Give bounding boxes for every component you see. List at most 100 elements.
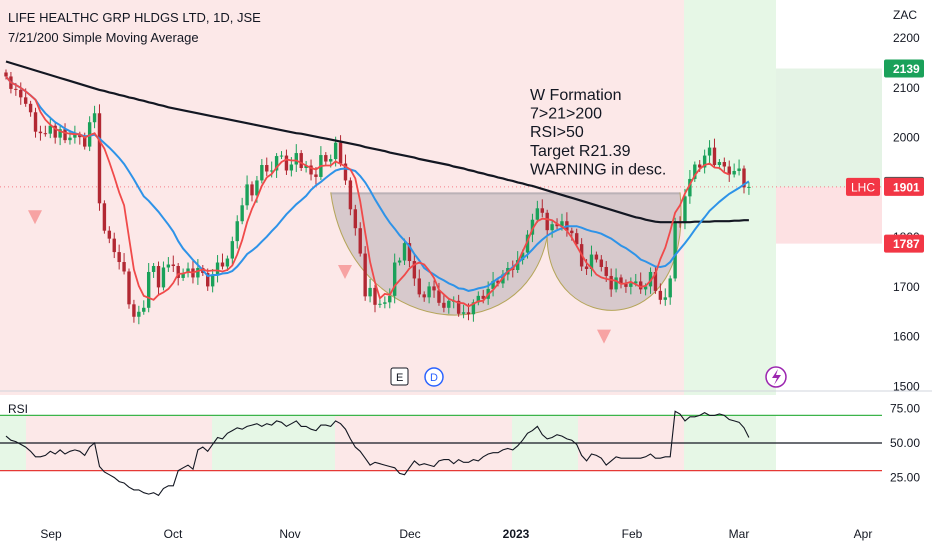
dividend-marker-label: D: [430, 372, 438, 384]
candle-body: [560, 221, 564, 227]
x-axis-label: Nov: [279, 527, 300, 541]
candle-body: [28, 103, 33, 113]
candle-body: [447, 300, 451, 308]
bullish-zone-bg: [684, 0, 776, 395]
candle-body: [392, 262, 397, 296]
candle-body: [274, 156, 279, 171]
candle-body: [599, 259, 604, 267]
candle-body: [707, 147, 712, 156]
price-tick-label: 1600: [893, 330, 920, 344]
candle-body: [466, 312, 471, 315]
candle-body: [634, 281, 638, 284]
candle-body: [284, 155, 289, 171]
candle-body: [171, 264, 175, 267]
candle-body: [456, 300, 461, 314]
candle-body: [535, 208, 540, 220]
neckline: [330, 192, 681, 195]
candle-body: [196, 267, 200, 278]
candle-body: [215, 262, 220, 275]
candle-body: [240, 205, 244, 222]
candle-body: [53, 125, 57, 138]
candle-body: [688, 178, 692, 197]
price-tick-label: 2100: [893, 81, 920, 95]
candle-body: [742, 168, 746, 188]
candle-body: [117, 252, 121, 263]
candle-body: [442, 302, 446, 308]
candle-body: [693, 164, 697, 179]
candle-body: [206, 272, 210, 287]
price-badge: [884, 59, 924, 78]
candles: [4, 69, 751, 325]
candle-body: [589, 254, 594, 269]
annotation-line: W Formation: [530, 87, 622, 104]
candle-body: [245, 184, 249, 206]
candle-body: [402, 243, 407, 261]
price-badge-label: 1787: [893, 237, 920, 251]
candle-body: [378, 303, 382, 305]
candle-body: [624, 283, 628, 287]
chart-title: LIFE HEALTHC GRP HLDGS LTD, 1D, JSE: [8, 10, 261, 25]
candle-body: [122, 262, 126, 272]
candle-body: [146, 271, 151, 308]
candle-body: [230, 241, 235, 259]
x-axis-label: Feb: [622, 527, 643, 541]
price-badge-label: 1901: [893, 180, 920, 194]
candle-body: [555, 224, 559, 227]
candle-body: [737, 168, 741, 171]
candle-body: [151, 266, 156, 272]
x-axis-label: 2023: [503, 527, 530, 541]
candle-body: [210, 274, 215, 287]
candle-body: [373, 287, 377, 305]
candle-body: [663, 297, 667, 300]
candle-body: [309, 165, 313, 175]
symbol-tag: [846, 177, 880, 196]
annotation-line: 7>21>200: [530, 106, 602, 123]
sell-signal-marker: [28, 210, 42, 225]
candle-body: [166, 264, 171, 268]
candle-body: [722, 162, 727, 167]
candle-body: [329, 159, 333, 162]
candle-body: [648, 271, 653, 287]
candle-body: [530, 219, 535, 235]
candle-body: [481, 295, 485, 299]
candle-body: [73, 134, 77, 138]
candle-body: [727, 166, 731, 175]
candle-body: [412, 261, 417, 279]
rsi-tick-label: 75.00: [890, 402, 920, 416]
price-tick-label: 1700: [893, 280, 920, 294]
candle-body: [570, 230, 574, 234]
candle-body: [102, 203, 107, 231]
candle-body: [575, 233, 579, 245]
w-left-curve: [330, 192, 548, 316]
candle-body: [48, 125, 52, 134]
price-badge: [884, 177, 924, 196]
candle-body: [78, 134, 82, 138]
candle-body: [515, 260, 520, 270]
candle-body: [397, 260, 402, 263]
candle-body: [127, 271, 131, 305]
candle-body: [161, 267, 166, 288]
x-axis-label: Oct: [164, 527, 183, 541]
candle-body: [112, 238, 116, 253]
sell-signal-marker: [597, 329, 611, 344]
candle-body: [520, 252, 525, 261]
candle-body: [525, 234, 530, 253]
candle-body: [4, 72, 8, 77]
candle-body: [294, 153, 298, 165]
candle-body: [14, 88, 18, 90]
candle-body: [437, 290, 441, 303]
candle-body: [683, 196, 687, 224]
stop-zone: [776, 186, 882, 244]
candle-body: [358, 228, 362, 254]
candle-body: [137, 311, 141, 317]
candle-body: [653, 271, 658, 291]
price-badge-label: 2139: [893, 62, 920, 76]
candle-body: [491, 280, 495, 289]
annotation-line: Target R21.39: [530, 143, 631, 160]
candle-body: [594, 254, 599, 260]
candle-body: [19, 89, 23, 98]
candle-body: [220, 262, 225, 267]
candle-body: [388, 295, 392, 303]
candle-body: [181, 272, 185, 278]
